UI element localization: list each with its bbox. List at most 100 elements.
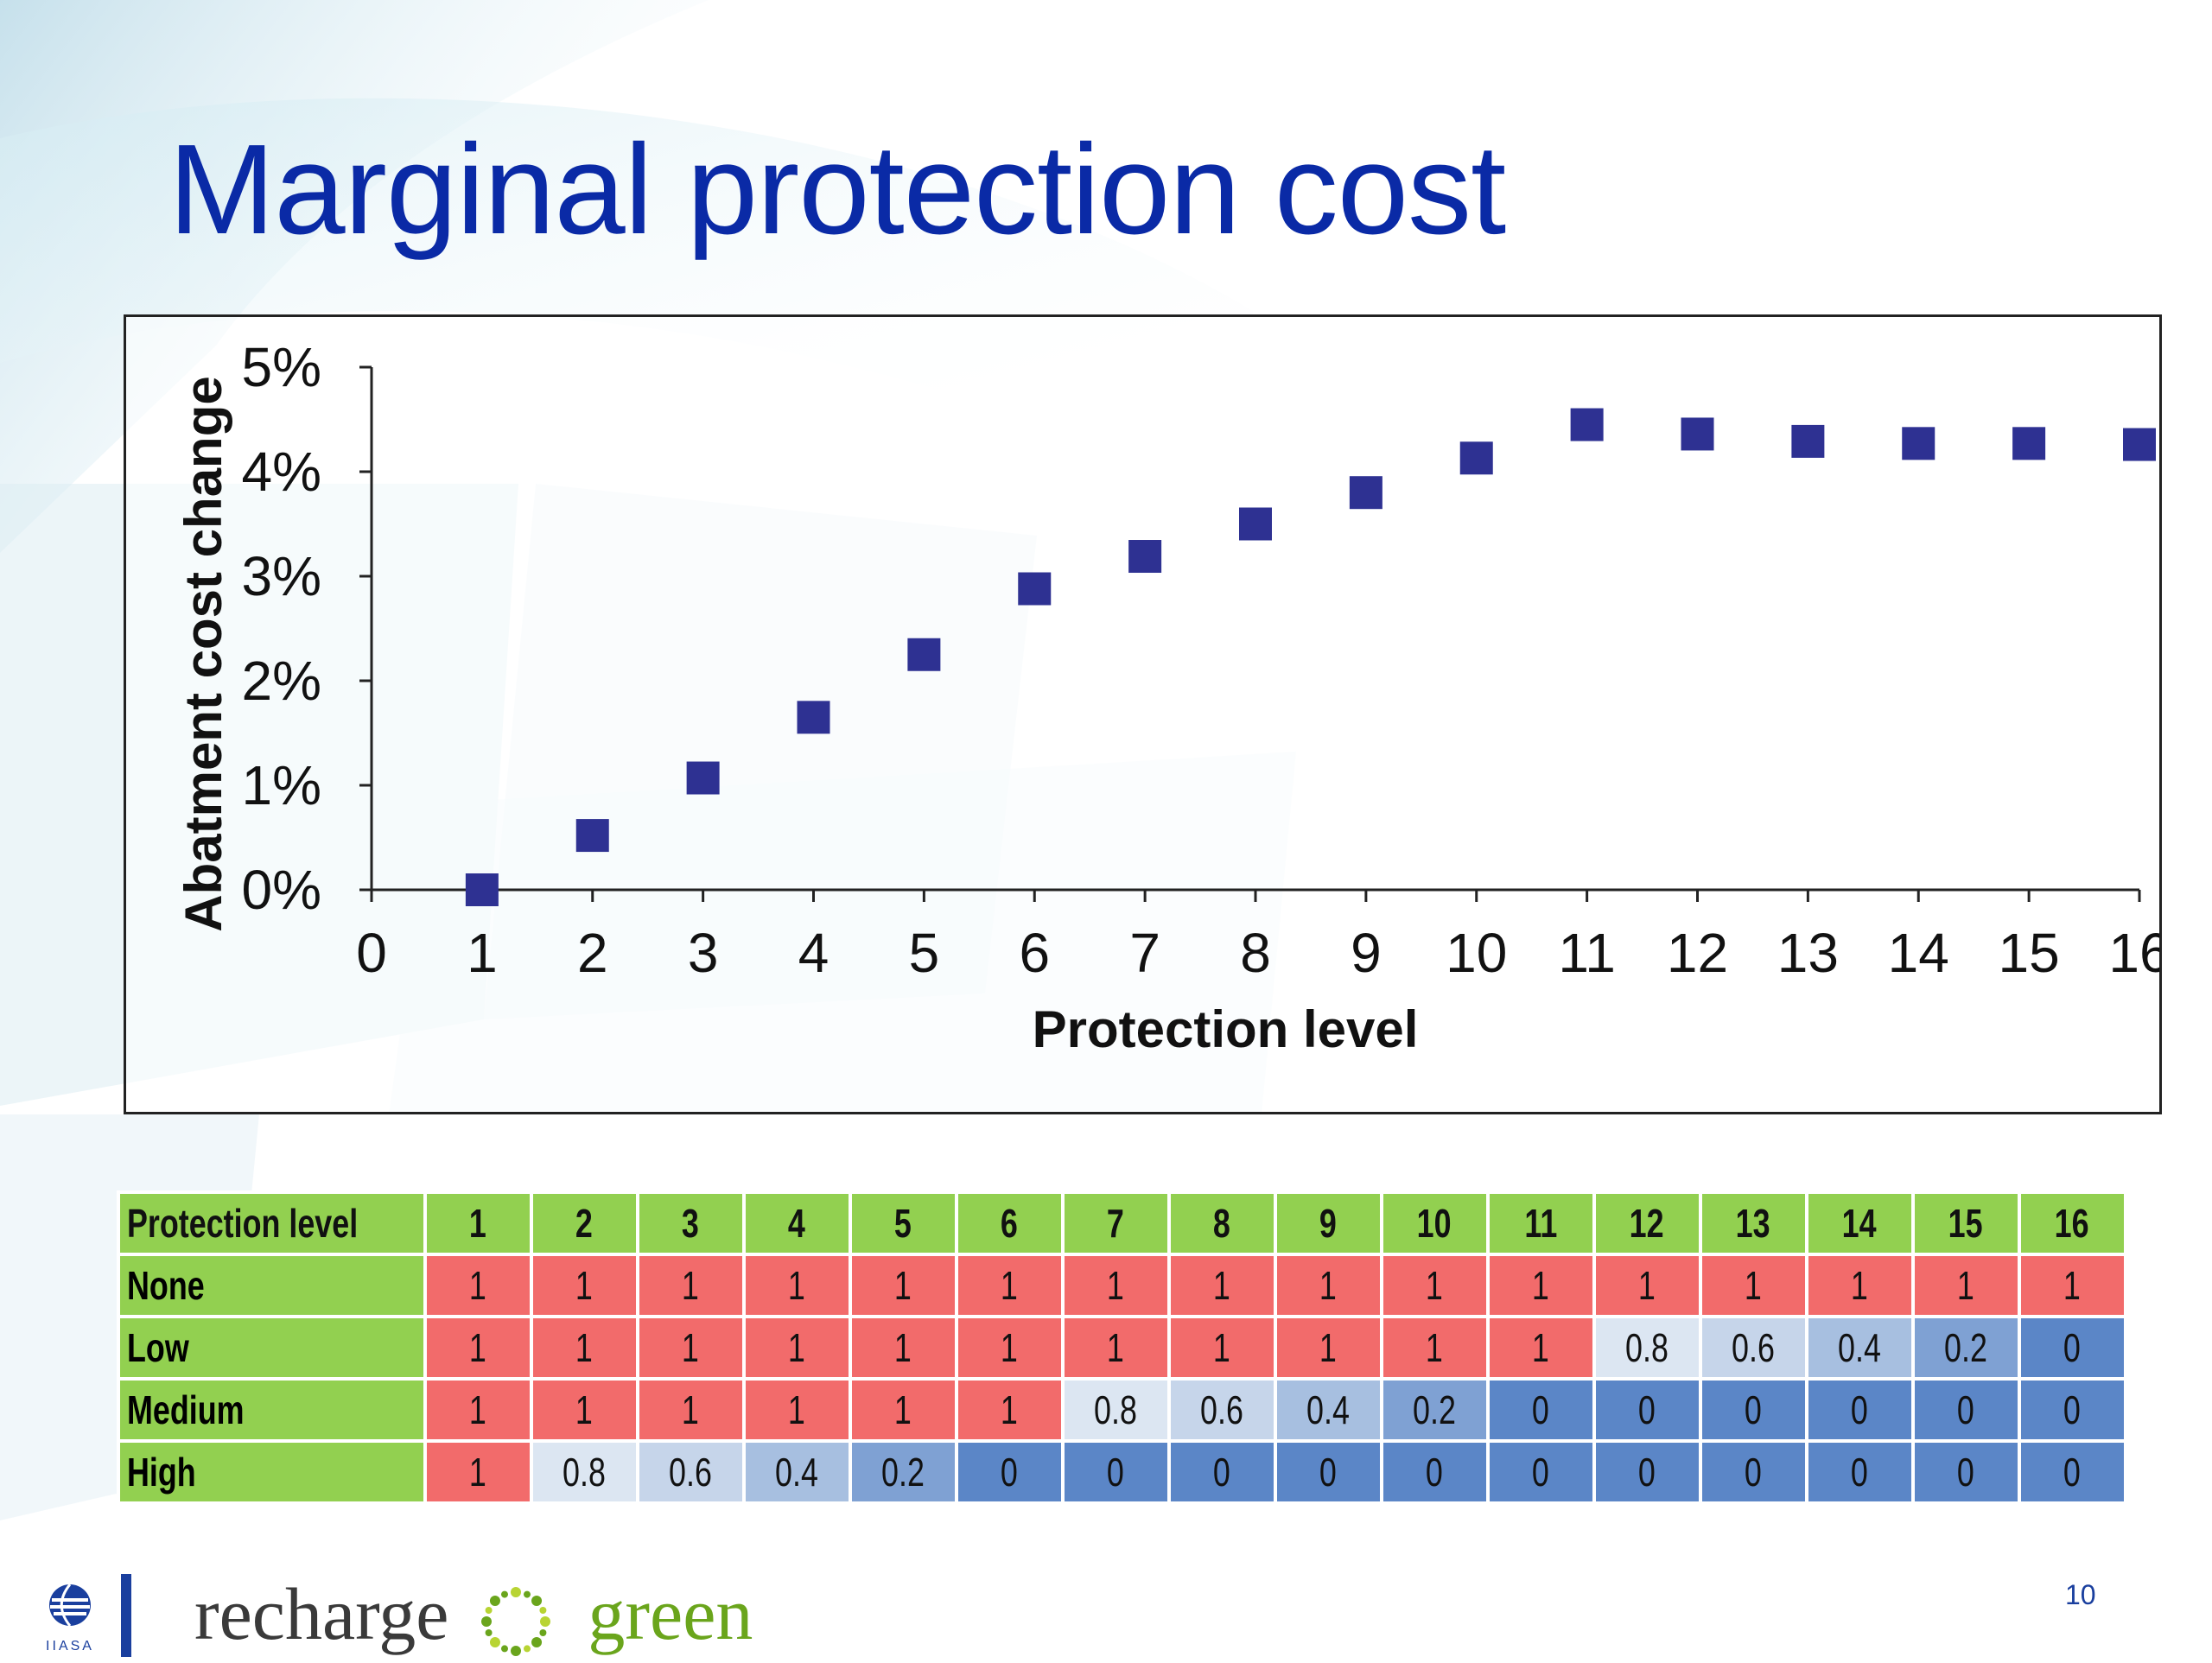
table-cell: 0 xyxy=(1379,1439,1490,1505)
brand-text-recharge: recharge xyxy=(194,1572,449,1655)
data-point xyxy=(797,701,830,734)
y-tick-label: 5% xyxy=(242,336,322,398)
data-point xyxy=(686,761,720,795)
x-axis-title: Protection level xyxy=(1033,1000,1419,1058)
x-tick-label: 14 xyxy=(1888,922,1949,984)
table-cell: 0.8 xyxy=(1060,1377,1171,1443)
table-cell: 1 xyxy=(635,1377,746,1443)
table-cell: 0 xyxy=(1804,1377,1915,1443)
table-cell: 0 xyxy=(1592,1439,1702,1505)
data-point xyxy=(1018,572,1052,606)
table-header-level: 4 xyxy=(741,1190,852,1256)
table-cell: 0.2 xyxy=(1379,1377,1490,1443)
data-point xyxy=(2012,427,2046,460)
y-tick-label: 1% xyxy=(242,754,322,816)
table-cell: 0 xyxy=(1485,1439,1596,1505)
scatter-chart: 0%1%2%3%4%5% 0 1 2 3 4 5 6 7 8 9 10 11 12 13 14 15 16 Pr… xyxy=(175,336,2159,1058)
table-cell: 1 xyxy=(1379,1253,1490,1318)
chart-frame: 0% 1% 2% 3% 4% 5% 0 1 2 3 4 5 6 7 8 9 10 11 12 13 14 15 16 Pr… xyxy=(124,314,2162,1114)
table-cell: 1 xyxy=(529,1377,639,1443)
table-cell: 1 xyxy=(529,1315,639,1381)
table-header-level: 7 xyxy=(1060,1190,1171,1256)
x-tick-label: 5 xyxy=(909,922,940,984)
table-cell: 1 xyxy=(741,1377,852,1443)
data-point xyxy=(1349,476,1382,510)
table-cell: 0 xyxy=(2017,1439,2127,1505)
table-cell: 1 xyxy=(423,1253,533,1318)
table-cell: 1 xyxy=(1273,1253,1383,1318)
x-tick-label: 11 xyxy=(1558,922,1615,984)
footer-divider xyxy=(121,1574,131,1657)
table-cell: 1 xyxy=(848,1377,958,1443)
table-cell: 1 xyxy=(635,1253,746,1318)
data-point xyxy=(575,819,609,853)
data-point xyxy=(1791,424,1825,458)
table-header-row: Protection level 1 2 3 4 5 6 7 8 9 10 11 12 13 14 15 16 xyxy=(117,1190,2127,1256)
table-cell: 1 xyxy=(1379,1315,1490,1381)
table-header-level: 3 xyxy=(635,1190,746,1256)
y-tick-label: 2% xyxy=(242,650,322,712)
table-cell: 0.8 xyxy=(1592,1315,1702,1381)
table-cell: 0 xyxy=(1698,1439,1808,1505)
x-tick-label: 7 xyxy=(1129,922,1160,984)
table-cell: 1 xyxy=(1060,1315,1171,1381)
y-tick-label: 4% xyxy=(242,441,322,503)
table-row: Low 1 1 1 1 1 1 1 1 1 1 1 0.8 0.6 0.4 0.2 0 xyxy=(117,1315,2127,1381)
row-label: High xyxy=(117,1439,427,1505)
table-header-level: 1 xyxy=(423,1190,533,1256)
table-header-level: 6 xyxy=(954,1190,1065,1256)
table-header-level: 2 xyxy=(529,1190,639,1256)
row-label: Low xyxy=(117,1315,427,1381)
table-cell: 1 xyxy=(2017,1253,2127,1318)
table-cell: 0 xyxy=(1485,1377,1596,1443)
y-axis-title: Abatment cost change xyxy=(175,376,232,931)
table-header-level: 14 xyxy=(1804,1190,1915,1256)
table-cell: 0.2 xyxy=(848,1439,958,1505)
table-cell: 0 xyxy=(2017,1377,2127,1443)
table-cell: 1 xyxy=(741,1315,852,1381)
data-point xyxy=(1128,540,1162,574)
table-cell: 0.4 xyxy=(741,1439,852,1505)
table-cell: 1 xyxy=(848,1315,958,1381)
table-cell: 0.6 xyxy=(635,1439,746,1505)
table-header-level: 16 xyxy=(2017,1190,2127,1256)
x-tick-label: 13 xyxy=(1777,922,1839,984)
table-cell: 0 xyxy=(1273,1439,1383,1505)
table-row: None 1 1 1 1 1 1 1 1 1 1 1 1 1 1 1 1 xyxy=(117,1253,2127,1318)
table-header-label: Protection level xyxy=(117,1190,427,1256)
y-tick-label: 3% xyxy=(242,545,322,607)
table-cell: 1 xyxy=(1273,1315,1383,1381)
table-cell: 1 xyxy=(1166,1315,1277,1381)
table-cell: 1 xyxy=(1485,1253,1596,1318)
table-cell: 0.6 xyxy=(1166,1377,1277,1443)
table-cell: 0 xyxy=(1166,1439,1277,1505)
x-tick-label: 3 xyxy=(688,922,719,984)
x-tick-label: 15 xyxy=(1999,922,2060,984)
page-number: 10 xyxy=(2065,1579,2096,1610)
table-cell: 1 xyxy=(1910,1253,2021,1318)
row-label: None xyxy=(117,1253,427,1318)
data-point xyxy=(465,873,499,906)
row-label: Medium xyxy=(117,1377,427,1443)
table-cell: 0.4 xyxy=(1804,1315,1915,1381)
x-tick-label: 16 xyxy=(2108,922,2159,984)
brand-text-green: green xyxy=(588,1572,753,1655)
data-points xyxy=(465,408,2156,906)
table-header-level: 10 xyxy=(1379,1190,1490,1256)
y-axis: 0% 1% 2% 3% 4% 5% xyxy=(242,336,373,921)
table-cell: 0 xyxy=(1910,1377,2021,1443)
x-tick-label: 10 xyxy=(1446,922,1507,984)
table-cell: 0 xyxy=(1698,1377,1808,1443)
x-tick-label: 8 xyxy=(1240,922,1271,984)
table-header-level: 13 xyxy=(1698,1190,1808,1256)
data-point xyxy=(1902,427,1936,460)
table-header-level: 8 xyxy=(1166,1190,1277,1256)
table-header-level: 11 xyxy=(1485,1190,1596,1256)
table-row: High 1 0.8 0.6 0.4 0.2 0 0 0 0 0 0 0 0 0 0 0 xyxy=(117,1439,2127,1505)
table-cell: 1 xyxy=(954,1377,1065,1443)
table-cell: 1 xyxy=(1060,1253,1171,1318)
table-cell: 0 xyxy=(1910,1439,2021,1505)
table-cell: 0.2 xyxy=(1910,1315,2021,1381)
x-tick-label: 6 xyxy=(1019,922,1050,984)
table-cell: 1 xyxy=(1804,1253,1915,1318)
